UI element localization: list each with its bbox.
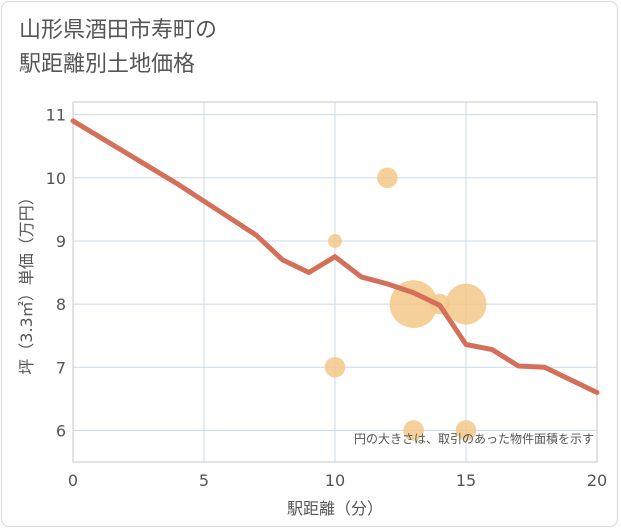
y-tick-label: 7 [56, 358, 66, 377]
x-axis-label: 駅距離（分） [287, 499, 383, 518]
price-trend-line [70, 118, 600, 395]
y-tick-labels: 6 7 8 9 10 11 [46, 106, 66, 441]
chart-title: 山形県酒田市寿町の 駅距離別土地価格 [19, 18, 218, 77]
y-axis-label: 坪（3.3㎡）単価（万円） [17, 189, 36, 374]
bubble-point [377, 167, 398, 189]
bubble-point [328, 234, 342, 248]
y-tick-label: 11 [46, 106, 66, 125]
y-tick-label: 10 [46, 169, 66, 188]
x-tick-label: 15 [456, 471, 476, 490]
bubble-point [445, 283, 487, 325]
bubble-point [403, 420, 424, 441]
bubble-point [324, 356, 346, 378]
bubble-point [455, 420, 477, 441]
x-tick-labels: 0 5 10 15 20 [68, 471, 607, 490]
y-tick-label: 8 [56, 295, 66, 314]
x-tick-label: 10 [325, 471, 345, 490]
y-tick-label: 6 [56, 421, 66, 440]
x-tick-label: 20 [587, 471, 607, 490]
y-tick-label: 9 [56, 232, 66, 251]
bubble-size-note: 円の大きさは、取引のあった物件面積を示す [354, 431, 594, 446]
x-tick-label: 5 [199, 471, 209, 490]
bubble-point [389, 280, 438, 329]
x-tick-label: 0 [68, 471, 78, 490]
